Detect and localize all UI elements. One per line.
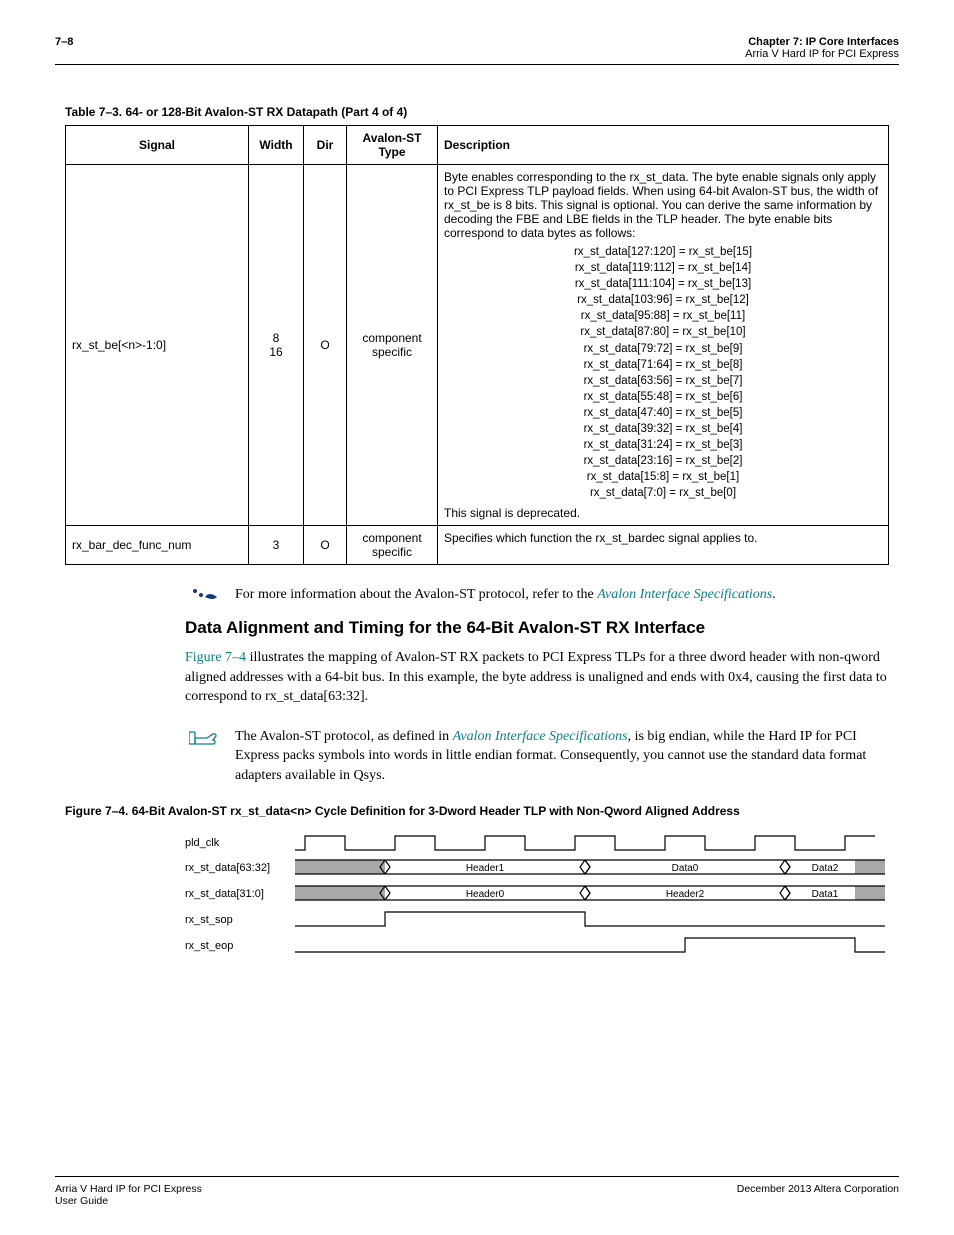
hand-icon (189, 729, 221, 747)
figure-ref-link[interactable]: Figure 7–4 (185, 650, 246, 665)
th-dir: Dir (304, 126, 347, 165)
wave-data-high: rx_st_data[63:32] Header1 Data0 Data2 (185, 860, 885, 874)
page-number: 7–8 (55, 36, 73, 48)
note-text: For more information about the Avalon-ST… (235, 587, 597, 602)
section-heading: Data Alignment and Timing for the 64-Bit… (185, 618, 889, 638)
body-paragraph: Figure 7–4 illustrates the mapping of Av… (185, 648, 889, 707)
cell-type: component specific (347, 165, 438, 526)
cell-type: component specific (347, 525, 438, 564)
th-signal: Signal (66, 126, 249, 165)
cell-signal: rx_bar_dec_func_num (66, 525, 249, 564)
th-width: Width (249, 126, 304, 165)
cell-desc: Byte enables corresponding to the rx_st_… (438, 165, 889, 526)
avalon-spec-link[interactable]: Avalon Interface Specifications (453, 729, 628, 744)
svg-text:Data2: Data2 (812, 863, 839, 874)
byte-map-list: rx_st_data[127:120] = rx_st_be[15]rx_st_… (444, 244, 882, 502)
timing-diagram: pld_clk rx_st_data[63:32] Header1 Data0 … (185, 830, 885, 975)
cell-width: 3 (249, 525, 304, 564)
footer-left: Arria V Hard IP for PCI Express User Gui… (55, 1183, 202, 1207)
svg-text:Header0: Header0 (466, 889, 505, 900)
svg-text:Data1: Data1 (812, 889, 839, 900)
note-text-post: . (772, 587, 776, 602)
svg-text:pld_clk: pld_clk (185, 837, 220, 849)
svg-text:rx_st_sop: rx_st_sop (185, 914, 233, 926)
wave-sop: rx_st_sop (185, 912, 885, 926)
cell-width: 8 16 (249, 165, 304, 526)
table-row: rx_bar_dec_func_num 3 O component specif… (66, 525, 889, 564)
cell-dir: O (304, 165, 347, 526)
svg-text:rx_st_data[63:32]: rx_st_data[63:32] (185, 862, 270, 874)
svg-text:Header1: Header1 (466, 863, 505, 874)
reference-icon (191, 587, 219, 603)
para-text: illustrates the mapping of Avalon-ST RX … (185, 650, 887, 704)
table-row: rx_st_be[<n>-1:0] 8 16 O component speci… (66, 165, 889, 526)
footer-right: December 2013 Altera Corporation (737, 1183, 899, 1207)
figure-caption: Figure 7–4. 64-Bit Avalon-ST rx_st_data<… (65, 804, 889, 818)
avalon-spec-link[interactable]: Avalon Interface Specifications (597, 587, 772, 602)
chapter-subtitle: Arria V Hard IP for PCI Express (745, 48, 899, 60)
th-desc: Description (438, 126, 889, 165)
note-text: The Avalon-ST protocol, as defined in (235, 729, 453, 744)
svg-text:rx_st_data[31:0]: rx_st_data[31:0] (185, 888, 264, 900)
desc-intro: Byte enables corresponding to the rx_st_… (444, 170, 882, 240)
svg-text:rx_st_eop: rx_st_eop (185, 940, 233, 952)
hand-note: The Avalon-ST protocol, as defined in Av… (185, 727, 889, 786)
svg-text:Header2: Header2 (666, 889, 705, 900)
cell-dir: O (304, 525, 347, 564)
th-type: Avalon-ST Type (347, 126, 438, 165)
info-note: For more information about the Avalon-ST… (185, 585, 889, 605)
svg-text:Data0: Data0 (672, 863, 699, 874)
signals-table: Signal Width Dir Avalon-ST Type Descript… (65, 125, 889, 565)
wave-clk: pld_clk (185, 836, 875, 850)
chapter-title: Chapter 7: IP Core Interfaces (745, 36, 899, 48)
table-caption: Table 7–3. 64- or 128-Bit Avalon-ST RX D… (65, 105, 889, 119)
desc-deprecated: This signal is deprecated. (444, 506, 882, 520)
cell-desc: Specifies which function the rx_st_barde… (438, 525, 889, 564)
wave-data-low: rx_st_data[31:0] Header0 Header2 Data1 (185, 886, 885, 900)
cell-signal: rx_st_be[<n>-1:0] (66, 165, 249, 526)
wave-eop: rx_st_eop (185, 938, 885, 952)
